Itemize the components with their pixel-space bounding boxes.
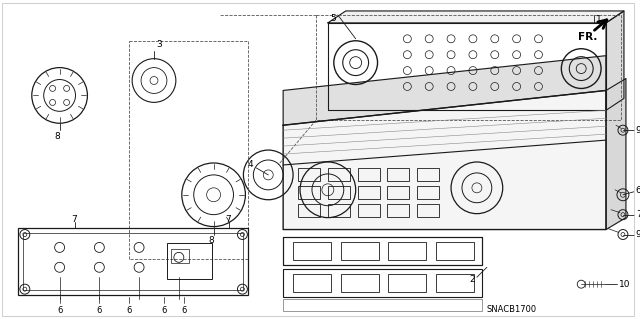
Text: FR.: FR. (578, 32, 598, 42)
Bar (358, 168, 380, 181)
Bar (417, 168, 439, 181)
Bar (167, 243, 212, 279)
Bar (283, 237, 482, 265)
Text: 3: 3 (156, 40, 162, 49)
Bar (171, 249, 189, 263)
Bar (328, 204, 349, 217)
Text: 1: 1 (596, 15, 602, 24)
Bar (417, 204, 439, 217)
Bar (328, 186, 349, 199)
Text: 6: 6 (57, 306, 62, 315)
Text: 9: 9 (636, 126, 640, 135)
Polygon shape (283, 56, 606, 125)
Text: SNACB1700: SNACB1700 (487, 305, 537, 314)
Text: 6: 6 (161, 306, 166, 315)
Text: 8: 8 (55, 132, 61, 141)
Text: 5: 5 (330, 14, 336, 23)
Bar (298, 186, 320, 199)
Bar (436, 274, 474, 292)
Bar (283, 237, 482, 265)
Bar (340, 274, 378, 292)
Bar (18, 227, 248, 295)
Text: 6: 6 (127, 306, 132, 315)
Bar (358, 186, 380, 199)
Bar (387, 186, 410, 199)
Bar (388, 274, 426, 292)
Bar (387, 168, 410, 181)
Bar (283, 269, 482, 297)
Polygon shape (606, 11, 624, 110)
Bar (388, 242, 426, 260)
Polygon shape (328, 11, 624, 23)
Bar (328, 168, 349, 181)
Text: 6: 6 (181, 306, 186, 315)
Text: 6: 6 (97, 306, 102, 315)
Text: 7: 7 (636, 210, 640, 219)
Bar (293, 274, 331, 292)
Text: 10: 10 (619, 280, 630, 289)
Polygon shape (283, 91, 606, 230)
Bar (358, 204, 380, 217)
Text: 4: 4 (248, 160, 253, 169)
Text: 7: 7 (226, 215, 232, 224)
Text: 8: 8 (209, 236, 214, 246)
Text: 7: 7 (72, 215, 77, 224)
Bar (340, 242, 378, 260)
Bar (387, 204, 410, 217)
Text: 9: 9 (636, 230, 640, 239)
Bar (298, 204, 320, 217)
Polygon shape (606, 78, 626, 230)
Text: 2: 2 (469, 275, 475, 284)
Bar (436, 242, 474, 260)
Bar (293, 242, 331, 260)
Bar (23, 233, 243, 290)
Bar (417, 186, 439, 199)
Bar (283, 299, 482, 311)
Bar (298, 168, 320, 181)
Text: 6: 6 (636, 186, 640, 195)
